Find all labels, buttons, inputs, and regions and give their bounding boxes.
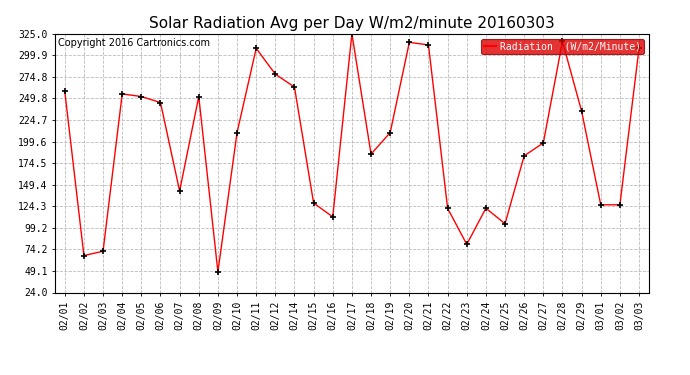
Text: Copyright 2016 Cartronics.com: Copyright 2016 Cartronics.com	[58, 38, 210, 48]
Title: Solar Radiation Avg per Day W/m2/minute 20160303: Solar Radiation Avg per Day W/m2/minute …	[149, 16, 555, 31]
Legend: Radiation  (W/m2/Minute): Radiation (W/m2/Minute)	[482, 39, 644, 54]
